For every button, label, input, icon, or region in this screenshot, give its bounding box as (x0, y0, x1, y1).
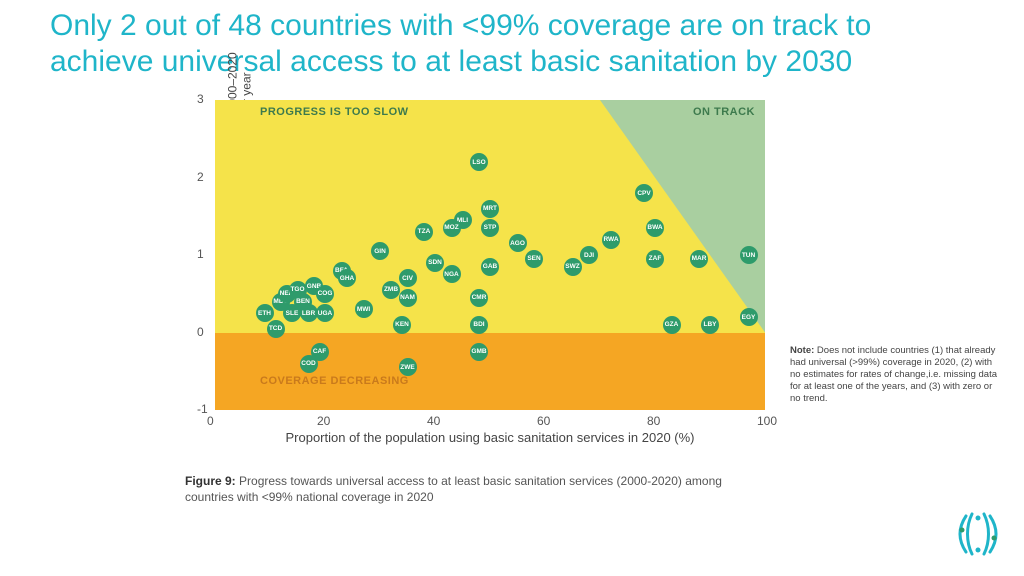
x-tick: 100 (757, 414, 777, 428)
data-point: SDN (426, 254, 444, 272)
data-point: NGA (443, 265, 461, 283)
x-tick: 60 (537, 414, 550, 428)
x-tick: 80 (647, 414, 660, 428)
data-point: TUN (740, 246, 758, 264)
page-title: Only 2 out of 48 countries with <99% cov… (50, 8, 950, 80)
figure-caption: Figure 9: Progress towards universal acc… (185, 473, 745, 505)
data-point: LSO (470, 153, 488, 171)
slide: Only 2 out of 48 countries with <99% cov… (0, 0, 1024, 576)
region-declining (215, 333, 765, 411)
plot-area: PROGRESS IS TOO SLOW ON TRACK COVERAGE DEC… (215, 100, 765, 410)
data-point: GMB (470, 343, 488, 361)
data-point: LBR (300, 304, 318, 322)
x-tick: 20 (317, 414, 330, 428)
region-label-ontrack: ON TRACK (693, 106, 755, 118)
data-point: MOZ (443, 219, 461, 237)
data-point: GHA (338, 269, 356, 287)
y-tick: 3 (197, 92, 204, 106)
data-point: CPV (635, 184, 653, 202)
data-point: ZAF (646, 250, 664, 268)
data-point: CAF (311, 343, 329, 361)
y-tick: -1 (197, 402, 208, 416)
data-point: COG (316, 285, 334, 303)
data-point: DJI (580, 246, 598, 264)
y-tick: 1 (197, 247, 204, 261)
data-point: ETH (256, 304, 274, 322)
data-point: SWZ (564, 258, 582, 276)
data-point: MWI (355, 300, 373, 318)
data-point: LBY (701, 316, 719, 334)
data-point: EGY (740, 308, 758, 326)
data-point: KEN (393, 316, 411, 334)
y-tick: 2 (197, 170, 204, 184)
data-point: TZA (415, 223, 433, 241)
data-point: RWA (602, 231, 620, 249)
data-point: ZWE (399, 358, 417, 376)
data-point: ZMB (382, 281, 400, 299)
data-point: BWA (646, 219, 664, 237)
region-label-slow: PROGRESS IS TOO SLOW (260, 106, 409, 118)
footnote: Note: Does not include countries (1) tha… (790, 345, 1000, 404)
x-axis-label: Proportion of the population using basic… (215, 430, 765, 445)
data-point: MRT (481, 200, 499, 218)
data-point: NAM (399, 289, 417, 307)
data-point: GIN (371, 242, 389, 260)
x-tick: 40 (427, 414, 440, 428)
data-point: UGA (316, 304, 334, 322)
x-tick: 0 (207, 414, 214, 428)
y-tick: 0 (197, 325, 204, 339)
data-point: GZA (663, 316, 681, 334)
data-point: TCD (267, 320, 285, 338)
data-point: SEN (525, 250, 543, 268)
scatter-chart: Annual rate of change, 2000–2020 Percent… (165, 90, 775, 460)
data-point: CIV (399, 269, 417, 287)
data-point: CMR (470, 289, 488, 307)
data-point: AGO (509, 234, 527, 252)
brand-logo-icon (954, 510, 1002, 558)
data-point: GAB (481, 258, 499, 276)
region-label-declining: COVERAGE DECREASING (260, 375, 409, 387)
data-point: BDI (470, 316, 488, 334)
data-point: MAR (690, 250, 708, 268)
data-point: STP (481, 219, 499, 237)
